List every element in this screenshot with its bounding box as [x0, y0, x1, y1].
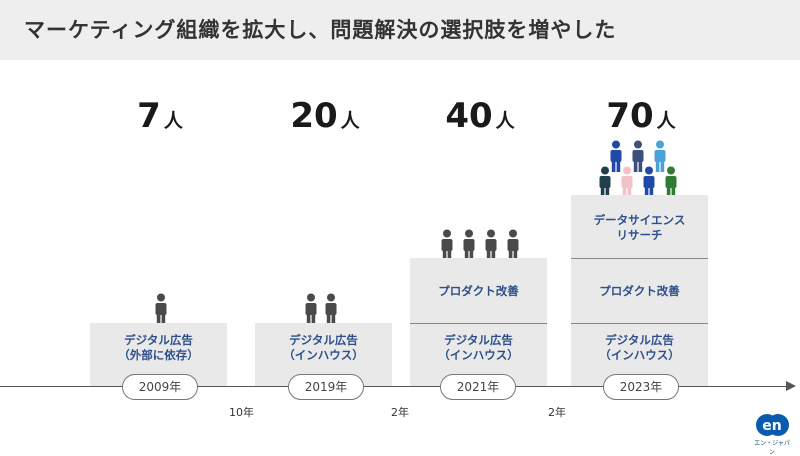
- block-label-digital-ads-inhouse: デジタル広告 （インハウス）: [438, 333, 519, 362]
- block-divider: [571, 258, 708, 259]
- block-divider: [571, 323, 708, 324]
- block-label-product-improvement: プロダクト改善: [599, 284, 680, 298]
- count-number: 20: [290, 96, 338, 136]
- count-unit: 人: [340, 110, 360, 132]
- person-icon: [507, 229, 519, 261]
- block-divider: [410, 323, 547, 324]
- person-icon: [665, 166, 677, 198]
- logo-word: エン・ジャパン: [754, 440, 790, 456]
- count-number: 7: [137, 96, 161, 136]
- count-unit: 人: [495, 110, 515, 132]
- count-unit: 人: [656, 110, 676, 132]
- person-icon: [441, 229, 453, 261]
- person-icon: [621, 166, 633, 198]
- block-2009: デジタル広告 （外部に依存）: [90, 323, 227, 386]
- person-icon: [654, 140, 666, 172]
- year-pill-2009: 2009年: [122, 374, 198, 400]
- year-pill-2019: 2019年: [288, 374, 364, 400]
- block-label-data-science-research: データサイエンス リサーチ: [593, 213, 686, 242]
- person-icon: [599, 166, 611, 198]
- en-japan-logo: en エン・ジャパン: [754, 412, 790, 456]
- logo-mark-text: en: [762, 418, 781, 434]
- block-2023: データサイエンス リサーチ プロダクト改善 デジタル広告 （インハウス）: [571, 195, 708, 386]
- count-unit: 人: [163, 110, 183, 132]
- headcount-2023: 70 人: [571, 96, 711, 136]
- person-icon: [485, 229, 497, 261]
- block-label-digital-ads-outsourced: デジタル広告 （外部に依存）: [118, 333, 199, 362]
- person-icon: [155, 293, 167, 325]
- headcount-2021: 40 人: [410, 96, 550, 136]
- gap-label-10-years: 10年: [229, 406, 254, 419]
- person-icon: [325, 293, 337, 325]
- count-number: 40: [445, 96, 493, 136]
- person-icon: [463, 229, 475, 261]
- person-icon: [610, 140, 622, 172]
- title-bar: マーケティング組織を拡大し、問題解決の選択肢を増やした: [0, 0, 800, 60]
- block-label-product-improvement: プロダクト改善: [438, 284, 519, 298]
- count-number: 70: [606, 96, 654, 136]
- block-label-digital-ads-inhouse: デジタル広告 （インハウス）: [599, 333, 680, 362]
- year-pill-2021: 2021年: [440, 374, 516, 400]
- block-2021: プロダクト改善 デジタル広告 （インハウス）: [410, 258, 547, 386]
- timeline-line: [0, 386, 788, 387]
- logo-mark-icon: en: [756, 414, 789, 436]
- gap-label-2-years: 2年: [391, 406, 409, 419]
- headcount-2019: 20 人: [255, 96, 395, 136]
- block-label-digital-ads-inhouse: デジタル広告 （インハウス）: [283, 333, 364, 362]
- person-icon: [305, 293, 317, 325]
- gap-label-2-years: 2年: [548, 406, 566, 419]
- person-icon: [632, 140, 644, 172]
- timeline-arrow-icon: [786, 381, 796, 391]
- year-pill-2023: 2023年: [603, 374, 679, 400]
- page-title: マーケティング組織を拡大し、問題解決の選択肢を増やした: [24, 18, 617, 42]
- person-icon: [643, 166, 655, 198]
